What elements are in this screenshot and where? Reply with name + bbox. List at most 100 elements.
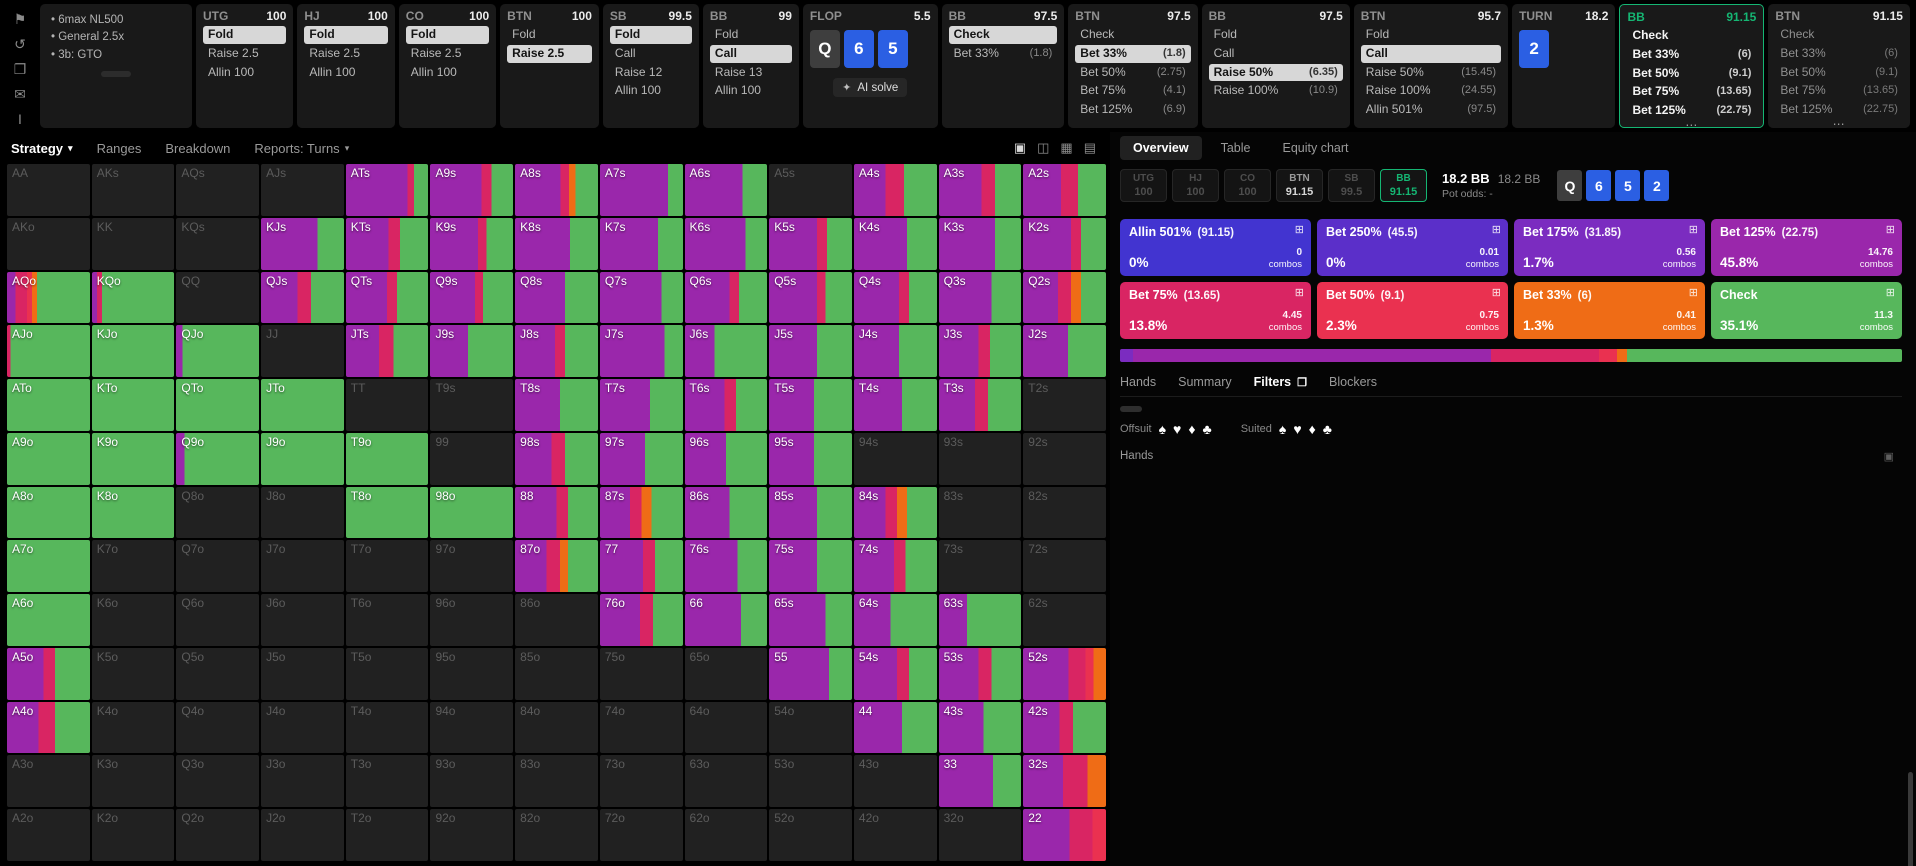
rows-view-icon[interactable]: ▤ [1083, 140, 1096, 155]
tab-strategy[interactable]: Strategy ▾ [11, 141, 73, 156]
hand-cell-52o[interactable]: 52o [769, 809, 852, 861]
action-button-bet-33[interactable]: Bet 33% (6) ⊞ 1.3% 0.41 combos [1514, 282, 1705, 340]
hand-cell-j9s[interactable]: J9s [430, 325, 514, 378]
hand-cell-j3o[interactable]: J3o [261, 755, 344, 808]
hand-cell-q5s[interactable]: Q5s [769, 271, 852, 324]
history-action-call[interactable]: Call [610, 45, 692, 63]
history-action-raise-13[interactable]: Raise 13 [710, 64, 792, 82]
hand-cell-33[interactable]: 33 [938, 755, 1022, 808]
grid-apply-icon[interactable]: ⊞ [1885, 287, 1895, 300]
tab-equity-chart[interactable]: Equity chart [1282, 141, 1349, 155]
history-action-bet-75[interactable]: Bet 75% (13.65) [1775, 82, 1903, 100]
hand-cell-q4o[interactable]: Q4o [176, 701, 260, 754]
tab-blockers[interactable]: Blockers [1329, 375, 1377, 389]
columns-view-icon[interactable]: ◫ [1037, 140, 1050, 155]
hand-cell-t4s[interactable]: T4s [853, 379, 937, 431]
hand-cell-82s[interactable]: 82s [1023, 486, 1106, 539]
history-action-check[interactable]: Check [948, 26, 1058, 44]
tab-breakdown[interactable]: Breakdown [165, 141, 230, 156]
history-action-fold[interactable]: Fold [1361, 26, 1501, 44]
heart-icon[interactable]: ♥ [1173, 421, 1182, 438]
hand-cell-j4o[interactable]: J4o [261, 701, 344, 754]
hand-cell-kk[interactable]: KK [91, 217, 175, 270]
hand-cell-85s[interactable]: 85s [769, 486, 852, 539]
hand-cell-95s[interactable]: 95s [769, 432, 852, 485]
hand-cell-98o[interactable]: 98o [430, 486, 514, 539]
history-action-bet-125[interactable]: Bet 125% (22.75) [1775, 101, 1903, 119]
hand-cell-84s[interactable]: 84s [853, 486, 937, 539]
hand-cell-92s[interactable]: 92s [1023, 432, 1106, 485]
hand-cell-76s[interactable]: 76s [684, 540, 768, 593]
tab-filters[interactable]: Filters ❐ [1254, 375, 1307, 389]
hand-cell-82o[interactable]: 82o [515, 809, 598, 861]
history-action-fold[interactable]: Fold [203, 26, 287, 44]
hand-cell-65s[interactable]: 65s [769, 594, 852, 646]
text-tool-icon[interactable]: I [18, 111, 22, 127]
position-chip-sb[interactable]: SB 99.5 [1328, 169, 1375, 203]
hand-cell-94s[interactable]: 94s [853, 432, 937, 485]
hand-cell-k7o[interactable]: K7o [91, 540, 175, 593]
hand-cell-22[interactable]: 22 [1023, 809, 1106, 861]
hand-cell-ajo[interactable]: AJo [7, 325, 90, 378]
hand-cell-87s[interactable]: 87s [599, 486, 683, 539]
hand-cell-t3o[interactable]: T3o [345, 755, 429, 808]
history-action-allin-100[interactable]: Allin 100 [203, 64, 286, 82]
history-action-call[interactable]: Call [1209, 45, 1343, 63]
history-action-allin-100[interactable]: Allin 100 [710, 82, 792, 100]
action-button-check[interactable]: Check ⊞ 35.1% 11.3 combos [1711, 282, 1902, 340]
hand-cell-88[interactable]: 88 [515, 486, 598, 539]
grid-view-icon[interactable]: ▦ [1060, 140, 1073, 155]
hand-cell-95o[interactable]: 95o [430, 647, 514, 700]
hand-cell-72s[interactable]: 72s [1023, 540, 1106, 593]
hand-cell-t2s[interactable]: T2s [1023, 379, 1106, 431]
hand-cell-a5s[interactable]: A5s [769, 164, 852, 216]
hand-cell-65o[interactable]: 65o [684, 647, 768, 700]
position-chip-btn[interactable]: BTN 91.15 [1276, 169, 1323, 203]
history-action-fold[interactable]: Fold [304, 26, 388, 44]
hand-cell-63o[interactable]: 63o [684, 755, 768, 808]
tab-table[interactable]: Table [1220, 141, 1251, 155]
action-button-bet-50[interactable]: Bet 50% (9.1) ⊞ 2.3% 0.75 combos [1317, 282, 1508, 340]
hand-cell-43o[interactable]: 43o [853, 755, 937, 808]
hand-cell-96s[interactable]: 96s [684, 432, 768, 485]
grid-apply-icon[interactable]: ⊞ [1294, 287, 1304, 300]
hand-cell-k5s[interactable]: K5s [769, 217, 852, 270]
hand-cell-a2s[interactable]: A2s [1023, 164, 1106, 216]
history-action-bet-75[interactable]: Bet 75% (4.1) [1075, 82, 1190, 100]
hand-cell-62o[interactable]: 62o [684, 809, 768, 861]
more-actions[interactable]: ⋯ [1685, 118, 1699, 133]
hand-cell-j7o[interactable]: J7o [261, 540, 344, 593]
hand-cell-aa[interactable]: AA [7, 164, 90, 216]
hand-cell-a8o[interactable]: A8o [7, 486, 90, 539]
hand-cell-t6s[interactable]: T6s [684, 379, 768, 431]
hand-cell-kto[interactable]: KTo [91, 379, 175, 431]
hand-cell-j7s[interactable]: J7s [599, 325, 683, 378]
history-action-bet-125[interactable]: Bet 125% (22.75) [1627, 102, 1756, 120]
hand-cell-87o[interactable]: 87o [515, 540, 598, 593]
hand-cell-64s[interactable]: 64s [853, 594, 937, 646]
hand-cell-97o[interactable]: 97o [430, 540, 514, 593]
hand-cell-t7s[interactable]: T7s [599, 379, 683, 431]
hand-cell-jj[interactable]: JJ [261, 325, 344, 378]
history-action-raise-2-5[interactable]: Raise 2.5 [507, 44, 592, 63]
hand-cell-98s[interactable]: 98s [515, 432, 598, 485]
hand-cell-k2s[interactable]: K2s [1023, 217, 1106, 270]
hand-cell-k4o[interactable]: K4o [91, 701, 175, 754]
history-action-allin-501[interactable]: Allin 501% (97.5) [1361, 101, 1501, 119]
hand-cell-52s[interactable]: 52s [1023, 647, 1106, 700]
hand-cell-k5o[interactable]: K5o [91, 647, 175, 700]
hand-cell-q4s[interactable]: Q4s [853, 271, 937, 324]
history-action-check[interactable]: Check [1075, 26, 1190, 44]
position-chip-co[interactable]: CO 100 [1224, 169, 1271, 203]
hand-cell-t5o[interactable]: T5o [345, 647, 429, 700]
action-button-allin-501[interactable]: Allin 501% (91.15) ⊞ 0% 0 combos [1120, 219, 1311, 277]
history-action-bet-75[interactable]: Bet 75% (13.65) [1627, 83, 1756, 101]
hand-cell-43s[interactable]: 43s [938, 701, 1022, 754]
action-button-bet-75[interactable]: Bet 75% (13.65) ⊞ 13.8% 4.45 combos [1120, 282, 1311, 340]
history-action-raise-2-5[interactable]: Raise 2.5 [406, 45, 489, 63]
hand-cell-kjo[interactable]: KJo [91, 325, 175, 378]
hand-cell-j5o[interactable]: J5o [261, 647, 344, 700]
hand-cell-qjs[interactable]: QJs [261, 271, 344, 324]
hand-cell-j8o[interactable]: J8o [261, 486, 344, 539]
tab-reports-turns[interactable]: Reports: Turns ▾ [254, 141, 349, 156]
